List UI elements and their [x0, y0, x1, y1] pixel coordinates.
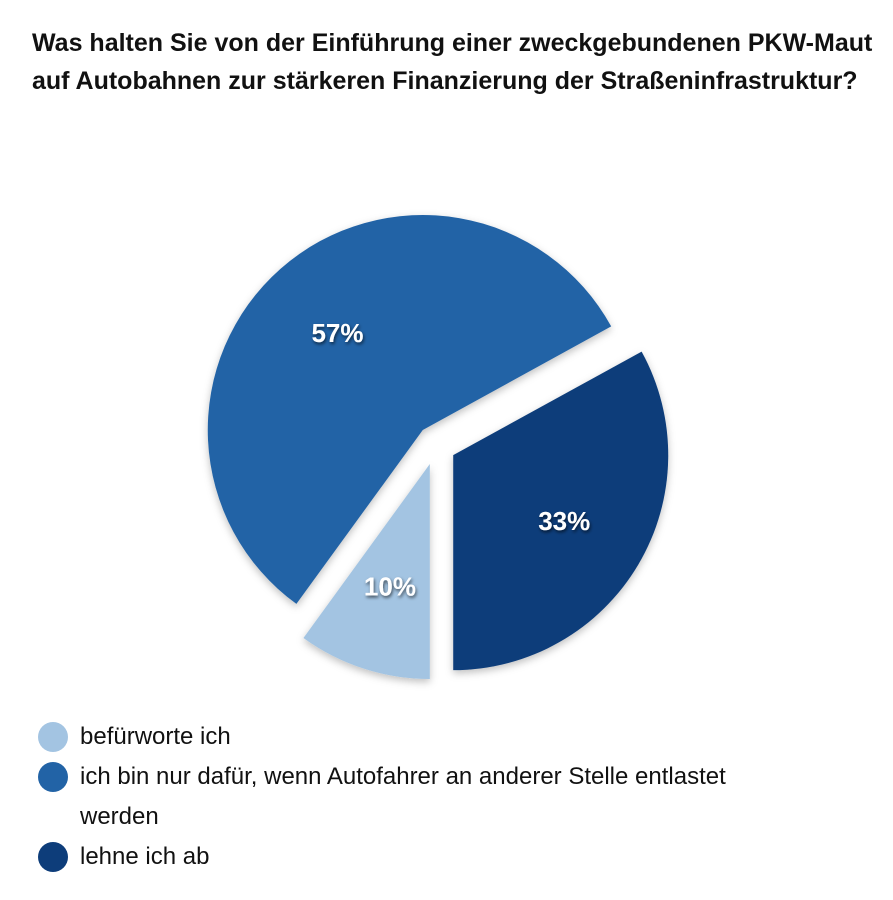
slice-label: 33%	[538, 506, 590, 536]
legend-label: ich bin nur dafür, wenn Autofahrer an an…	[80, 763, 726, 830]
slice-label: 10%	[364, 572, 416, 602]
pie-slice	[303, 464, 430, 680]
legend-label: lehne ich ab	[80, 843, 210, 870]
slice-label: 57%	[311, 318, 363, 348]
legend-item: befürworte ich	[38, 717, 838, 757]
legend: befürworte ich ich bin nur dafür, wenn A…	[38, 717, 838, 877]
legend-item: lehne ich ab	[38, 837, 838, 877]
legend-swatch	[38, 762, 68, 792]
legend-swatch	[38, 842, 68, 872]
legend-swatch	[38, 722, 68, 752]
legend-label: befürworte ich	[80, 723, 231, 750]
legend-item: ich bin nur dafür, wenn Autofahrer an an…	[38, 757, 838, 837]
pie-slice	[453, 351, 669, 671]
pie-slice	[207, 214, 612, 604]
chart-title: Was halten Sie von der Einführung einer …	[32, 29, 873, 95]
